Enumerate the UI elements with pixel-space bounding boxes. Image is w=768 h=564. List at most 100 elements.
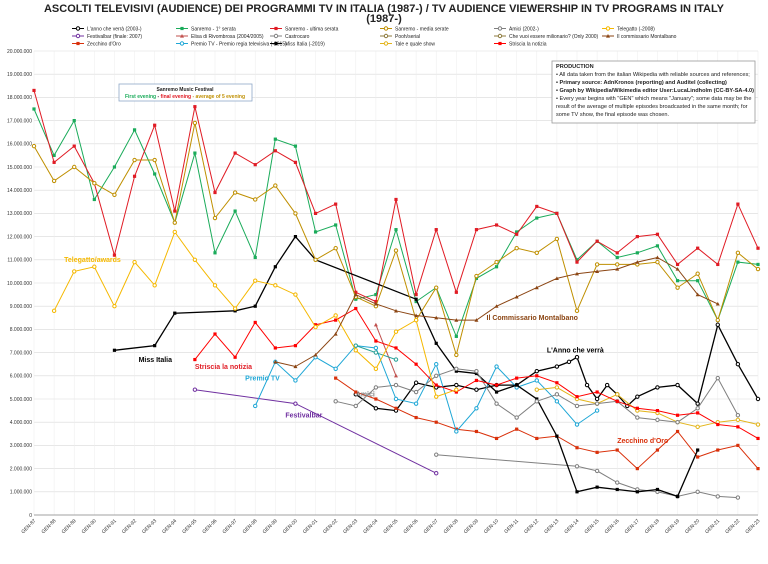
legend-entry-sanremo-media-serate: Sanremo - media serate: [380, 26, 449, 33]
data-point: [755, 396, 761, 402]
data-point: [554, 385, 560, 390]
series-line: [536, 386, 759, 428]
x-tick-label: GEN-06: [403, 518, 420, 535]
x-tick-label: GEN-87: [20, 518, 37, 535]
data-point: [494, 390, 499, 394]
annotation-il-commissario-montalbano: Il Commissario Montalbano: [487, 315, 578, 322]
data-point: [313, 352, 318, 357]
data-point: [354, 390, 358, 394]
data-point: [293, 160, 298, 164]
data-point: [313, 323, 318, 327]
data-point: [655, 255, 660, 260]
y-axis-ticks: 0 1.000.000 2.000.000 3.000.000 4.000.000 5.0…: [7, 49, 32, 519]
data-point: [213, 251, 217, 255]
data-point: [192, 120, 198, 126]
data-point: [675, 279, 680, 283]
legend-swatch-marker: [75, 33, 81, 39]
data-point: [373, 322, 378, 327]
data-point: [635, 406, 639, 410]
data-point: [434, 420, 438, 424]
data-point: [474, 318, 479, 322]
x-tick-label: GEN-98: [242, 518, 259, 535]
data-point: [192, 387, 198, 392]
y-tick-label: 5.000.000: [10, 397, 32, 403]
data-point: [594, 468, 600, 474]
production-box-line: result of the average of multiple episod…: [556, 104, 748, 110]
data-point: [735, 250, 741, 256]
data-point: [695, 489, 700, 494]
data-point: [192, 257, 198, 262]
data-point: [72, 119, 76, 123]
data-point: [253, 255, 257, 260]
data-point: [434, 471, 439, 476]
legend-entry-pooh-serial: Pooh/serial: [380, 33, 420, 40]
data-point: [604, 382, 610, 388]
data-point: [494, 304, 499, 308]
data-point: [293, 235, 298, 239]
data-point: [414, 293, 418, 297]
x-tick-label: GEN-91: [101, 518, 118, 535]
sanremo-box-part: final evening: [161, 94, 192, 100]
data-point: [554, 236, 560, 242]
data-point: [373, 366, 379, 372]
data-point: [434, 383, 438, 387]
data-point: [193, 105, 197, 109]
production-box-line: • Primary source: AdnKronos (reporting) …: [556, 80, 727, 86]
data-point: [394, 346, 398, 350]
data-point: [594, 408, 600, 413]
data-point: [51, 178, 57, 184]
x-tick-label: GEN-01: [302, 518, 319, 535]
x-tick-label: GEN-93: [141, 518, 158, 535]
data-point: [434, 315, 439, 320]
data-point: [414, 299, 418, 304]
legend-swatch-marker: [606, 34, 610, 38]
data-point: [594, 401, 600, 406]
data-point: [715, 301, 720, 306]
legend-label: Festivalbar (finale: 2007): [87, 34, 142, 40]
data-point: [333, 399, 338, 404]
annotation-premio-tv: Premio TV: [245, 375, 280, 382]
data-point: [394, 308, 398, 313]
legend-entry-zecchino-d-oro: Zecchino d'Oro: [72, 42, 121, 48]
data-point: [675, 429, 680, 434]
data-point: [193, 357, 197, 362]
data-point: [333, 332, 338, 336]
sanremo-box-frame: [118, 83, 253, 102]
data-point: [454, 427, 458, 431]
data-point: [293, 344, 298, 348]
data-point: [635, 490, 639, 494]
title-line-0: ASCOLTI TELEVISIVI (AUDIENCE) DEI PROGRA…: [44, 3, 725, 15]
data-point: [655, 409, 660, 413]
y-tick-label: 19.000.000: [7, 72, 32, 78]
data-point: [393, 248, 399, 253]
chart-title: ASCOLTI TELEVISIVI (AUDIENCE) DEI PROGRA…: [44, 3, 725, 25]
data-point: [374, 299, 378, 304]
y-tick-label: 11.000.000: [7, 258, 32, 264]
data-point: [716, 448, 720, 452]
x-axis-ticks: GEN-87 GEN-88 GEN-89 GEN-90 GEN-91 GEN-92 GEN-…: [20, 518, 761, 535]
x-tick-label: GEN-02: [322, 518, 339, 535]
legend-label: Sanremo - media serate: [395, 27, 449, 33]
data-point: [735, 362, 741, 367]
data-point: [755, 422, 761, 427]
legend-label: Tale e quale show: [395, 42, 435, 48]
data-point: [454, 352, 459, 358]
data-point: [474, 276, 479, 280]
data-point: [32, 88, 36, 93]
data-point: [233, 355, 237, 359]
x-tick-label: GEN-94: [161, 518, 178, 535]
data-point: [413, 380, 419, 385]
data-point: [353, 292, 358, 297]
data-point: [414, 313, 419, 318]
data-point: [72, 269, 77, 274]
data-point: [293, 211, 298, 216]
data-point: [675, 494, 680, 499]
data-point: [574, 422, 580, 427]
annotation-miss-italia: Miss Italia: [139, 357, 173, 364]
data-point: [132, 157, 137, 163]
data-point: [595, 390, 599, 394]
data-point: [494, 364, 499, 369]
data-point: [474, 371, 479, 376]
series-sanremo-media-serate: [31, 120, 761, 358]
